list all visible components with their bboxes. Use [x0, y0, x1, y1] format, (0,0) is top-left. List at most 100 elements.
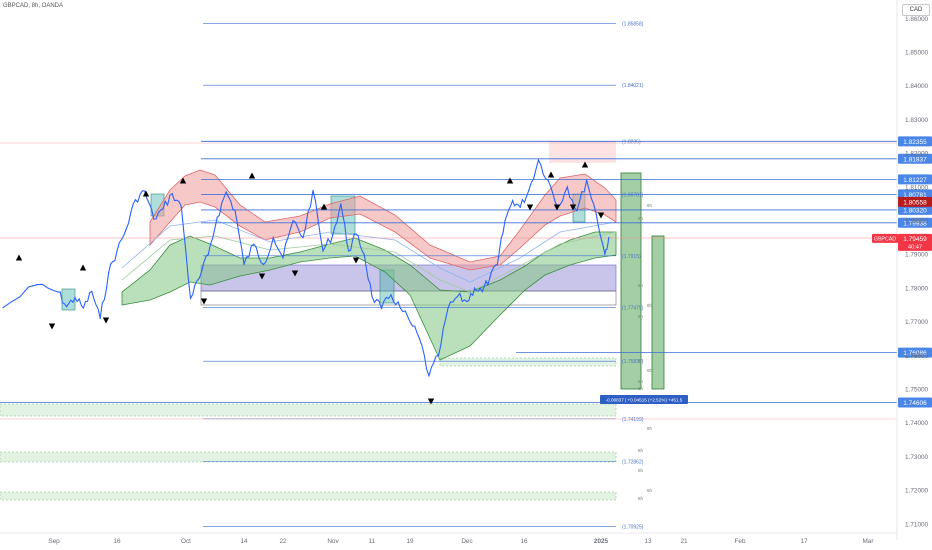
- price-point: [216, 216, 218, 218]
- price-point: [608, 236, 610, 239]
- y-tick-label: 1.77000: [905, 319, 929, 326]
- price-point: [348, 250, 350, 252]
- x-tick-label: 17: [800, 538, 808, 545]
- price-point: [390, 294, 392, 296]
- level-tag: [898, 204, 932, 215]
- price-point: [189, 297, 192, 299]
- current-price-tag: [898, 233, 932, 251]
- session-label: 8h: [647, 426, 653, 431]
- session-label: 8h: [638, 496, 644, 501]
- green-measure-bar: [651, 235, 665, 390]
- down-triangle-marker: [102, 317, 110, 324]
- price-point: [595, 213, 597, 215]
- price-point: [108, 272, 110, 274]
- level-inline-label: (1.85858): [622, 21, 644, 27]
- price-point: [312, 189, 314, 191]
- level-tag-text: 1.80781: [903, 192, 927, 199]
- level-inline-label: (1.70925): [622, 525, 644, 531]
- price-point: [82, 307, 84, 309]
- y-tick-label: 1.82000: [905, 151, 929, 158]
- y-tick-label: 1.80000: [905, 218, 929, 225]
- x-tick-label: 21: [680, 538, 688, 545]
- price-point: [332, 233, 334, 235]
- level-tag: [898, 347, 932, 358]
- price-layer: [2, 158, 610, 378]
- up-triangle-marker: [320, 203, 328, 210]
- price-point: [125, 228, 127, 230]
- level-tag-text: 1.81837: [903, 156, 927, 163]
- x-tick-label: Mar: [862, 538, 874, 545]
- level-tag: [898, 397, 932, 408]
- x-tick-label: Dec: [461, 538, 473, 545]
- levels-layer: 1.82355 1.81837 1.81227 1.80781 1.80320 1.799…: [0, 21, 932, 531]
- down-triangle-marker: [352, 257, 360, 264]
- price-point: [340, 203, 342, 205]
- down-triangle-marker: [597, 212, 605, 219]
- up-triangle-marker: [248, 172, 256, 179]
- symbol-tag-text: GBPCAD: [874, 237, 896, 243]
- price-point: [355, 233, 357, 235]
- price-point: [180, 206, 182, 208]
- price-point: [466, 300, 468, 303]
- price-point: [474, 287, 476, 289]
- price-point: [234, 209, 236, 212]
- x-tick-label: 13: [644, 538, 652, 545]
- price-point: [547, 179, 549, 181]
- dark-price-tag: [898, 196, 932, 207]
- level-inline-label: (1.74199): [622, 417, 644, 423]
- price-point: [519, 206, 521, 208]
- session-label: 8h: [647, 368, 653, 373]
- green-measure-bar: [620, 172, 642, 390]
- down-triangle-marker: [569, 204, 577, 211]
- session-label: 8h: [638, 468, 644, 473]
- price-point: [57, 291, 59, 293]
- level-inline-label: (1.84021): [622, 83, 644, 89]
- price-point: [489, 277, 491, 279]
- price-point: [437, 354, 440, 357]
- level-tag: [898, 189, 932, 200]
- price-point: [253, 243, 255, 245]
- y-tick-label: 1.74000: [905, 420, 929, 427]
- session-label: 8h: [638, 386, 644, 391]
- price-point: [262, 263, 265, 266]
- price-point: [74, 296, 76, 299]
- price-point: [496, 263, 498, 266]
- down-triangle-marker: [48, 323, 56, 330]
- x-tick-label: 22: [279, 538, 287, 545]
- moving-average-line: [121, 231, 617, 293]
- price-point: [153, 218, 155, 220]
- session-label: 8h: [638, 379, 644, 384]
- price-point: [537, 159, 540, 161]
- session-label: 8h: [638, 283, 644, 288]
- markers-layer: [15, 161, 605, 405]
- currency-button[interactable]: CAD: [902, 4, 930, 16]
- price-point: [292, 220, 294, 222]
- green-zone-2: [0, 451, 617, 463]
- level-tag-text: 1.74606: [903, 400, 927, 407]
- level-tag: [898, 136, 932, 147]
- y-axis: 1.86000 1.85000 1.84000 1.83000 1.82000 1.810…: [896, 0, 929, 540]
- x-tick-label: 16: [113, 538, 121, 545]
- green-zone-3: [0, 491, 617, 501]
- price-point: [36, 284, 38, 286]
- y-tick-label: 1.73000: [905, 454, 929, 461]
- x-tick-label: 11: [369, 538, 376, 545]
- price-point: [282, 257, 284, 259]
- session-label: 8h: [638, 358, 644, 363]
- price-point: [134, 199, 136, 201]
- teal-box: [61, 288, 76, 311]
- clouds-layer: [121, 169, 617, 361]
- price-point: [243, 263, 245, 266]
- level-tag-text: 1.80320: [903, 208, 927, 215]
- up-triangle-marker: [506, 177, 514, 184]
- down-triangle-marker: [200, 298, 208, 305]
- price-point: [418, 338, 421, 340]
- price-point: [409, 321, 411, 323]
- x-tick-label: Sep: [48, 538, 60, 545]
- price-point: [585, 179, 588, 181]
- up-triangle-marker: [581, 161, 589, 168]
- price-point: [447, 307, 449, 309]
- price-point: [380, 307, 383, 309]
- up-triangle-marker: [15, 254, 23, 261]
